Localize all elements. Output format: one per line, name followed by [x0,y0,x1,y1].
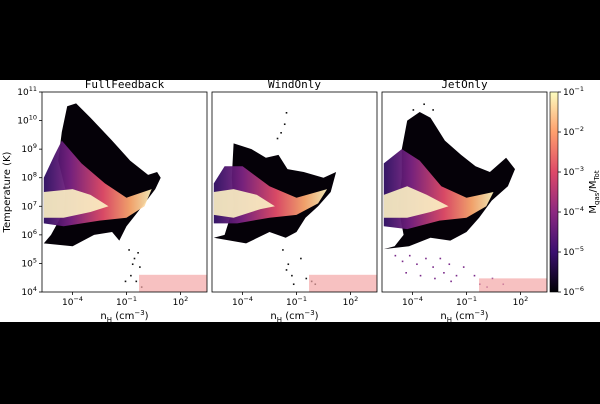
sparse-cell [432,266,434,268]
y-tick-label: 109 [21,142,37,155]
y-tick-label: 107 [21,199,37,212]
bottom-letterbox [0,322,600,400]
panel-frame [41,91,208,293]
sparse-cell [408,254,411,257]
x-tick-label: 10−1 [116,295,137,308]
y-tick-label: 105 [21,256,37,269]
y-tick-label: 104 [21,285,37,298]
panel-frame [381,91,548,293]
sparse-cell [135,280,138,283]
colorbar-tick-label: 10−5 [563,245,584,258]
sparse-cell [280,132,282,134]
sparse-cell [394,254,397,257]
sparse-cell [124,280,127,283]
sparse-cell [305,277,308,280]
sparse-cell [139,266,141,268]
sparse-cell [419,274,422,277]
panel-plot-area [382,92,547,292]
sparse-cell [443,272,445,274]
sparse-cell [131,263,134,266]
sparse-cell [401,260,404,263]
sparse-cell [283,123,286,126]
gas-distribution-core [43,189,109,218]
sparse-cell [425,257,427,260]
gas-distribution-core [213,189,275,218]
sparse-cell [423,103,425,106]
x-tick-label: 10−1 [286,295,307,308]
y-tick-label: 1011 [17,85,37,98]
panel-frame [211,91,378,293]
sparse-cell [130,274,132,277]
sparse-cell [300,257,302,260]
colorbar [549,91,559,293]
x-tick-label: 10−4 [62,295,83,308]
sparse-cell [439,257,442,260]
ism-region-box [139,274,207,292]
sparse-cell [450,280,452,283]
colorbar-tick-label: 10−6 [563,285,584,298]
sparse-cell [282,249,284,251]
panel-windonly: WindOnly 10−4 10−1 102 nH (cm−3) [211,78,378,324]
sparse-cell [133,257,136,260]
sparse-cell [455,274,458,277]
sparse-cell [287,263,290,266]
x-axis-label: nH (cm−3) [100,309,148,324]
ism-region-box [309,274,377,292]
sparse-cell [432,109,434,111]
sparse-cell [276,137,279,140]
y-axis-label: Temperature (K) [2,151,13,233]
sparse-cell [434,277,436,280]
sparse-cell [416,263,418,266]
ism-region-box [479,278,547,292]
sparse-cell [291,274,293,277]
sparse-cell [137,252,139,254]
x-tick-label: 10−4 [402,295,423,308]
panel-title: WindOnly [268,78,321,91]
sparse-cell [412,109,415,111]
panel-title: FullFeedback [85,78,165,91]
sparse-cell [462,266,465,268]
colorbar-tick-label: 10−1 [563,85,584,98]
colorbar-tick-label: 10−3 [563,165,584,178]
sparse-cell [285,112,288,114]
x-tick-label: 102 [513,295,529,308]
sparse-cell [292,283,295,286]
panel-jetonly: JetOnly 10−4 10−1 102 nH (cm−3) [381,78,548,324]
sparse-cell [448,263,451,266]
sparse-cell [285,269,288,271]
colorbar-tick-label: 10−2 [563,125,584,138]
sparse-cell [128,249,130,251]
sparse-cell [473,274,476,277]
panel-plot-area [42,92,207,292]
panel-title: JetOnly [441,78,488,91]
top-letterbox [0,0,600,80]
x-axis-label: nH (cm−3) [270,309,318,324]
sparse-cell [405,272,407,274]
x-axis-label: nH (cm−3) [440,309,488,324]
colorbar-tick-label: 10−4 [563,205,584,218]
y-tick-label: 1010 [17,114,37,127]
x-tick-label: 102 [173,295,189,308]
y-tick-label: 108 [21,171,37,184]
gas-distribution-core [383,186,449,218]
panel-plot-area [212,92,377,292]
y-tick-label: 106 [21,228,37,241]
x-tick-label: 10−4 [232,295,253,308]
colorbar-label: Mgas/MTot [588,170,600,213]
x-tick-label: 10−1 [456,295,477,308]
x-tick-label: 102 [343,295,359,308]
panel-fullfeedback: FullFeedback 10−4 10−1 102 nH (cm−3) [41,78,208,324]
